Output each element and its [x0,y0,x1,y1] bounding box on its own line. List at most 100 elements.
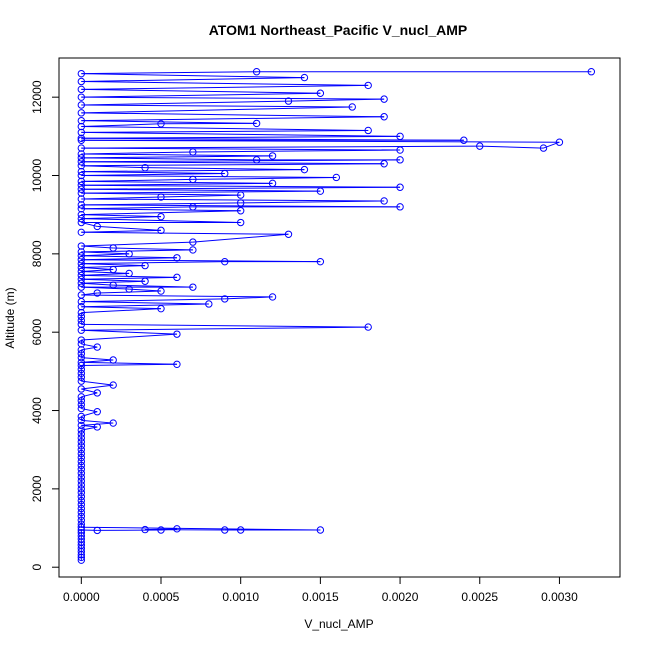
series-line-segment [193,234,289,242]
series-line-segment [81,295,272,297]
x-tick-label: 0.0020 [382,590,419,604]
series-line-segment [81,230,161,232]
series-line-segment [97,226,161,230]
series-line-segment [81,254,129,256]
series-line-segment [81,217,161,219]
y-tick-label: 2000 [30,475,44,502]
series-line-segment [81,74,304,78]
series-line-segment [81,203,240,205]
series-line-segment [81,105,352,107]
series-line-segment [81,307,161,309]
series-line-segment [81,124,161,127]
x-axis: 0.0000 0.0005 0.0010 0.0015 0.0020 0.0025 0.00… [63,577,578,604]
series-line-segment [81,260,320,262]
series-line-segment [81,107,352,113]
x-tick-label: 0.0000 [63,590,100,604]
series-line-segment [81,187,400,189]
series-line-segment [81,127,368,131]
series-line-segment [129,289,161,291]
series-line-segment [81,304,209,307]
x-tick-label: 0.0025 [461,590,498,604]
series-line-segment [81,250,193,252]
y-tick-label: 12000 [30,80,44,114]
series-line-segment [81,299,224,302]
series-line-segment [113,248,193,250]
y-tick-label: 0 [30,564,44,571]
series-line-segment [81,78,304,82]
series-line-segment [81,381,113,385]
series-line-segment [81,158,256,160]
series-line-segment [81,262,224,264]
series-line-segment [81,85,368,89]
series-line-segment [81,270,113,272]
series-line-segment [81,199,384,201]
series-line-segment [81,358,113,360]
x-tick-label: 0.0015 [302,590,339,604]
series-line-segment [145,168,304,170]
series-line-segment [81,146,479,148]
series-line-segment [81,191,320,193]
series-line-segment [81,362,177,364]
series-line-segment [81,242,193,246]
series-line-segment [81,176,336,178]
series-line-segment [81,130,368,132]
series-line-segment [81,302,209,304]
series-line-segment [81,101,288,105]
series-line-segment [81,360,113,362]
chart-title: ATOM1 Northeast_Pacific V_nucl_AMP [209,22,468,38]
series-line-segment [480,146,544,148]
x-tick-label: 0.0030 [541,590,578,604]
series-line-segment [81,72,256,74]
series-line-segment [81,148,400,150]
x-tick-label: 0.0005 [143,590,180,604]
series-line-segment [81,258,177,260]
series-line-segment [81,209,240,211]
series-line-segment [544,142,560,148]
x-tick-label: 0.0010 [222,590,259,604]
series-line-segment [81,162,384,164]
series-line-segment [81,219,240,223]
series-line-segment [81,82,368,86]
y-axis: 0 2000 4000 6000 8000 10000 12000 [30,80,59,570]
series-line-segment [81,215,161,217]
series-line-segment [81,309,161,313]
series-line-segment [81,330,177,334]
series-points [78,69,594,564]
series-line-segment [81,136,400,138]
series-line-segment [81,93,320,97]
series-line-segment [81,181,272,183]
y-tick-label: 10000 [30,159,44,193]
series-line-segment [81,207,193,209]
series-line-segment [81,89,320,93]
series-line-segment [81,420,113,423]
series-line-segment [81,154,272,156]
y-tick-label: 4000 [30,397,44,424]
series-line-segment [81,97,384,99]
y-tick-label: 6000 [30,319,44,346]
series-line-segment [81,271,129,273]
series-line-segment [81,132,400,136]
series-line-segment [81,183,272,185]
series-line-segment [81,232,288,234]
series-line-segment [81,197,161,199]
series-line-segment [81,334,177,340]
series-line-segment [81,277,177,279]
series-line-segment [81,327,368,330]
y-tick-label: 8000 [30,240,44,267]
series-line-segment [81,385,113,389]
y-axis-label: Altitude (m) [3,287,17,348]
series-line-segment [81,174,224,176]
series-lines [81,72,591,560]
series-line-segment [81,152,193,154]
series-line-segment [81,156,272,158]
series-line-segment [81,117,384,121]
series-line-segment [81,189,320,191]
series-line-segment [81,273,129,275]
series-line-segment [81,324,368,327]
series-line-segment [81,170,304,172]
series-line-segment [81,185,400,187]
series-line-segment [81,164,384,166]
series-line-segment [81,113,384,117]
